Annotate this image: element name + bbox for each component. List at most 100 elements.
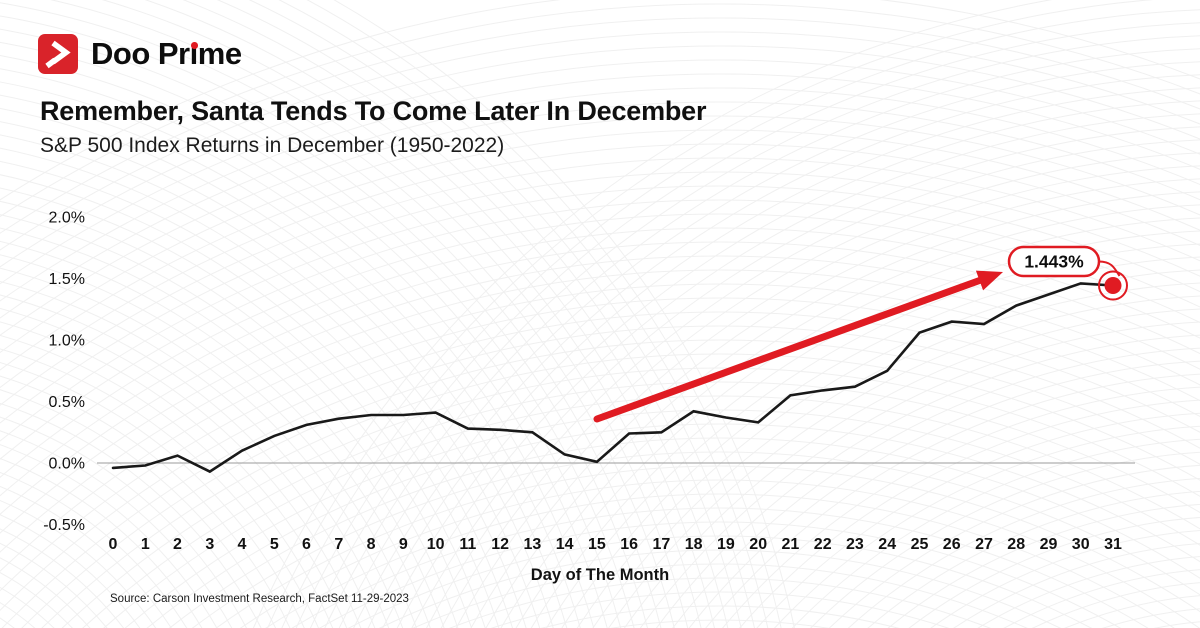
background-wave-arc <box>0 297 1200 592</box>
x-tick-label: 6 <box>302 536 311 553</box>
background-wave-arc <box>448 577 992 628</box>
x-axis-title: Day of The Month <box>530 566 670 584</box>
background-wave-arc <box>0 101 1200 337</box>
background-wave-arc <box>0 269 1200 554</box>
doo-prime-logo-icon <box>38 34 78 74</box>
page-subtitle: S&P 500 Index Returns in December (1950-… <box>40 134 505 157</box>
x-tick-label: 27 <box>975 536 993 553</box>
page-title: Remember, Santa Tends To Come Later In D… <box>40 96 707 126</box>
background-wave-arc <box>0 255 1200 535</box>
x-tick-label: 30 <box>1072 536 1090 553</box>
x-tick-label: 7 <box>334 536 343 553</box>
background-wave-arc <box>0 143 1200 389</box>
x-tick-label: 22 <box>814 536 832 553</box>
trend-arrow <box>593 277 983 423</box>
background-wave-arc <box>192 451 1200 628</box>
brand-text-before-i: Doo Pr <box>91 36 190 71</box>
x-tick-label: 20 <box>749 536 767 553</box>
x-tick-label: 14 <box>556 536 574 553</box>
x-tick-label: 13 <box>524 536 542 553</box>
x-tick-label: 24 <box>878 536 896 553</box>
background-wave-arc <box>0 241 1200 516</box>
y-tick-label: 1.0% <box>49 333 85 350</box>
endpoint-dot <box>1104 277 1122 294</box>
y-tick-label: 0.5% <box>49 394 85 411</box>
brand-logo: Doo Prı me <box>38 34 242 74</box>
background-wave-arc <box>168 437 1200 628</box>
background-wave-arc <box>0 115 1200 354</box>
endpoint-ring <box>1098 270 1128 301</box>
background-wave-arc <box>0 3 1200 218</box>
x-tick-label: 29 <box>1040 536 1058 553</box>
background-wave-arc <box>541 605 899 628</box>
x-tick-label: 25 <box>911 536 929 553</box>
x-tick-label: 4 <box>238 536 247 553</box>
background-wave-arc <box>0 59 1200 285</box>
background-wave-arc <box>348 535 1092 628</box>
background-wave-arc <box>1 325 1200 628</box>
x-tick-label: 26 <box>943 536 961 553</box>
x-tick-label: 18 <box>685 536 703 553</box>
callout-pill <box>1007 245 1101 278</box>
background-wave-arc <box>0 185 1200 443</box>
y-tick-label: 1.5% <box>49 271 85 288</box>
x-tick-label: 19 <box>717 536 735 553</box>
background-wave-arc <box>240 479 1200 628</box>
background-wave-arc <box>0 87 1200 319</box>
x-tick-label: 5 <box>270 536 279 553</box>
brand-text-after-i: me <box>197 36 242 71</box>
y-tick-label: -0.5% <box>43 517 85 534</box>
background-wave-arc <box>124 409 1200 628</box>
background-wave-arc <box>265 493 1175 628</box>
background-wave-arc <box>0 171 1200 424</box>
background-wave-arc <box>291 507 1149 628</box>
x-tick-label: 8 <box>367 536 376 553</box>
background-wave-arc <box>0 227 1200 497</box>
source-note: Source: Carson Investment Research, Fact… <box>110 593 409 605</box>
x-tick-label: 17 <box>653 536 671 553</box>
x-tick-label: 16 <box>620 536 638 553</box>
x-tick-label: 3 <box>205 536 214 553</box>
background-wave-arc <box>611 619 829 628</box>
background-wave-arc <box>0 157 1200 406</box>
x-tick-label: 31 <box>1104 536 1122 553</box>
background-wave-arc <box>21 339 1200 628</box>
brand-name: Doo Prı me <box>91 34 242 74</box>
y-tick-label: 0.0% <box>49 456 85 473</box>
x-tick-label: 28 <box>1007 536 1025 553</box>
background-wave-arc <box>0 129 1200 372</box>
returns-series-line <box>111 282 1115 474</box>
background-wave-arc <box>0 17 1200 235</box>
x-tick-label: 12 <box>491 536 509 553</box>
callout-connector <box>1098 260 1121 277</box>
background-wave-arc <box>0 31 1200 252</box>
x-tick-label: 15 <box>588 536 606 553</box>
brand-i-red-dot <box>191 42 198 49</box>
y-tick-label: 2.0% <box>49 210 85 227</box>
y-axis-ticks: 2.0% 1.5% 1.0% 0.5% 0.0% -0.5% <box>43 210 85 535</box>
background-wave-arc <box>412 563 1028 628</box>
callout-value-label: 1.443% <box>1024 252 1084 272</box>
x-tick-label: 0 <box>109 536 118 553</box>
background-wave-arc <box>0 199 1200 461</box>
background-wave-arc <box>0 311 1200 612</box>
background-wave-arc <box>379 549 1061 628</box>
x-tick-label: 11 <box>459 536 476 553</box>
x-axis-ticks: 0 1 2 3 4 5 6 7 8 9 10 11 12 13 14 15 16 17 18 19 20 21 22 23 24… <box>109 536 1122 553</box>
x-tick-label: 23 <box>846 536 864 553</box>
x-tick-label: 10 <box>427 536 445 553</box>
background-wave-arc <box>41 353 1200 628</box>
brand-letter-i: ı <box>189 36 199 71</box>
x-tick-label: 9 <box>399 536 408 553</box>
background-wave-arc <box>0 45 1200 268</box>
background-wave-arc <box>61 367 1200 628</box>
background-wave-arc <box>0 213 1200 479</box>
background-wave-arc <box>0 73 1200 302</box>
x-tick-label: 2 <box>173 536 182 553</box>
background-wave-arc <box>319 521 1121 628</box>
x-tick-label: 1 <box>141 536 150 553</box>
x-tick-label: 21 <box>782 536 800 553</box>
